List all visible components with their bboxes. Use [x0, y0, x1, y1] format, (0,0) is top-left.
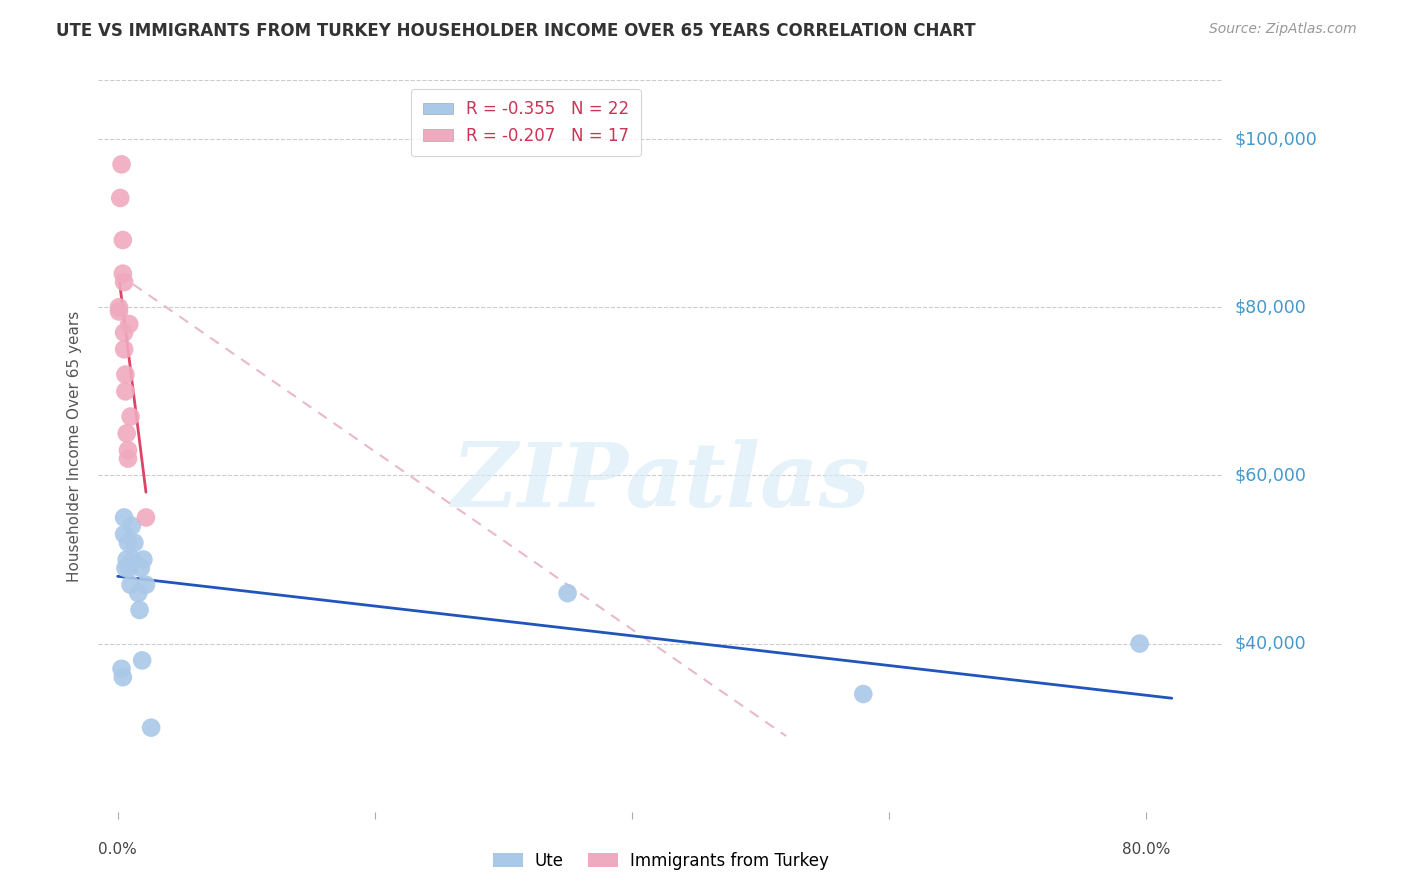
Point: [118, 317, 141, 331]
Point: [117, 535, 139, 549]
Point: [114, 561, 136, 575]
Text: 80.0%: 80.0%: [1122, 842, 1170, 857]
Text: 0.0%: 0.0%: [98, 842, 136, 857]
Point: [132, 552, 155, 566]
Point: [131, 653, 153, 667]
Point: [120, 578, 142, 592]
Point: [852, 687, 875, 701]
Point: [118, 561, 141, 575]
Point: [124, 535, 146, 549]
Point: [122, 552, 145, 566]
Point: [128, 603, 150, 617]
Legend: Ute, Immigrants from Turkey: Ute, Immigrants from Turkey: [486, 846, 835, 877]
Text: $40,000: $40,000: [1234, 634, 1306, 653]
Point: [121, 519, 143, 533]
Point: [108, 300, 131, 314]
Point: [135, 510, 157, 524]
Point: [111, 267, 134, 281]
Point: [129, 561, 152, 575]
Point: [117, 451, 139, 466]
Point: [1129, 636, 1152, 650]
Y-axis label: Householder Income Over 65 years: Householder Income Over 65 years: [67, 310, 83, 582]
Point: [111, 670, 134, 684]
Point: [112, 326, 135, 340]
Legend: R = -0.355   N = 22, R = -0.207   N = 17: R = -0.355 N = 22, R = -0.207 N = 17: [411, 88, 641, 156]
Text: UTE VS IMMIGRANTS FROM TURKEY HOUSEHOLDER INCOME OVER 65 YEARS CORRELATION CHART: UTE VS IMMIGRANTS FROM TURKEY HOUSEHOLDE…: [56, 22, 976, 40]
Text: ZIPatlas: ZIPatlas: [453, 440, 869, 525]
Point: [115, 426, 138, 441]
Point: [111, 233, 134, 247]
Point: [110, 191, 132, 205]
Text: $60,000: $60,000: [1234, 467, 1306, 484]
Text: $80,000: $80,000: [1234, 298, 1306, 317]
Point: [557, 586, 579, 600]
Point: [108, 304, 131, 318]
Point: [112, 527, 135, 541]
Point: [120, 409, 142, 424]
Point: [114, 384, 136, 399]
Point: [110, 157, 132, 171]
Point: [115, 552, 138, 566]
Point: [117, 443, 139, 458]
Text: Source: ZipAtlas.com: Source: ZipAtlas.com: [1209, 22, 1357, 37]
Point: [112, 510, 135, 524]
Point: [112, 343, 135, 357]
Point: [127, 586, 149, 600]
Point: [112, 275, 135, 289]
Point: [114, 368, 136, 382]
Point: [135, 578, 157, 592]
Point: [110, 662, 132, 676]
Point: [139, 721, 162, 735]
Text: $100,000: $100,000: [1234, 130, 1317, 148]
